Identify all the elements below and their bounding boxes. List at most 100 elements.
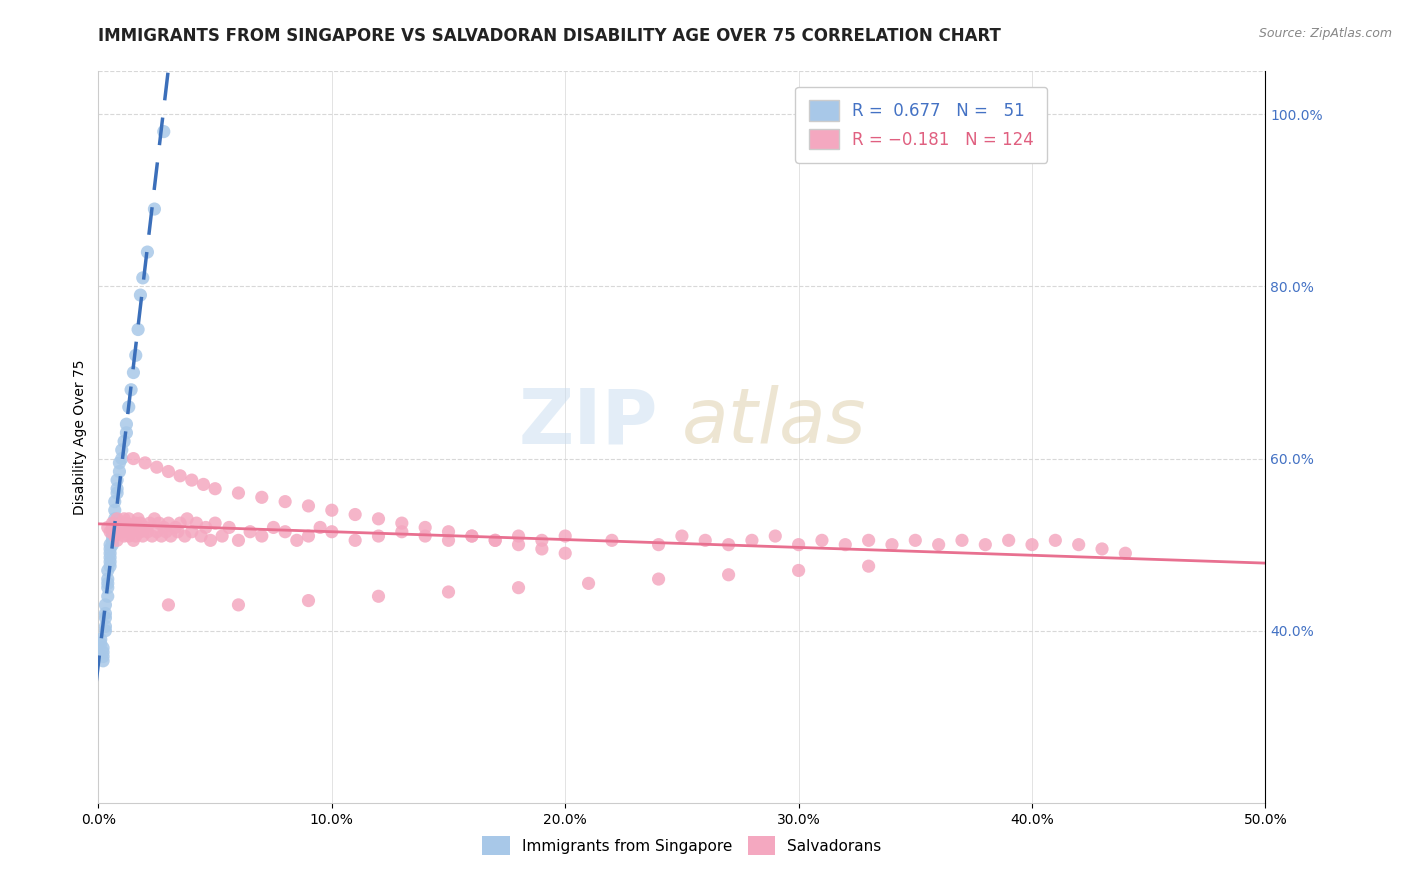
Point <box>228 598 250 612</box>
Point <box>155 524 177 539</box>
Point <box>101 516 124 530</box>
Point <box>974 538 997 552</box>
Point <box>787 538 810 552</box>
Point <box>180 524 202 539</box>
Point <box>484 533 506 548</box>
Point <box>105 482 128 496</box>
Point <box>344 508 367 522</box>
Point <box>554 529 576 543</box>
Point <box>104 494 127 508</box>
Point <box>104 516 127 530</box>
Point <box>94 607 117 621</box>
Point <box>274 494 297 508</box>
Legend: Immigrants from Singapore, Salvadorans: Immigrants from Singapore, Salvadorans <box>477 830 887 861</box>
Point <box>91 649 114 664</box>
Point <box>437 585 460 599</box>
Point <box>152 125 174 139</box>
Point <box>97 581 120 595</box>
Point <box>98 541 121 556</box>
Point <box>834 538 856 552</box>
Point <box>101 524 124 539</box>
Point <box>104 529 127 543</box>
Point <box>150 529 173 543</box>
Point <box>148 516 170 530</box>
Point <box>98 550 121 565</box>
Point <box>508 529 530 543</box>
Point <box>741 533 763 548</box>
Point <box>166 524 188 539</box>
Point <box>90 632 112 647</box>
Point <box>118 400 141 414</box>
Point <box>190 529 212 543</box>
Point <box>285 533 308 548</box>
Point <box>122 451 145 466</box>
Point <box>157 516 180 530</box>
Point <box>928 538 950 552</box>
Point <box>118 512 141 526</box>
Point <box>111 442 134 457</box>
Point <box>600 533 623 548</box>
Point <box>169 468 191 483</box>
Point <box>176 512 198 526</box>
Point <box>159 529 181 543</box>
Point <box>125 516 148 530</box>
Point <box>367 589 389 603</box>
Point <box>811 533 834 548</box>
Point <box>297 499 319 513</box>
Point <box>391 524 413 539</box>
Point <box>169 516 191 530</box>
Point <box>228 533 250 548</box>
Point <box>97 576 120 591</box>
Point <box>101 533 124 548</box>
Point <box>125 348 148 362</box>
Point <box>437 533 460 548</box>
Point <box>132 529 155 543</box>
Point <box>115 425 138 440</box>
Point <box>530 533 553 548</box>
Point <box>554 546 576 560</box>
Point <box>1114 546 1136 560</box>
Point <box>104 512 127 526</box>
Point <box>94 611 117 625</box>
Point <box>413 520 436 534</box>
Point <box>904 533 927 548</box>
Point <box>173 529 195 543</box>
Point <box>143 512 166 526</box>
Point <box>717 538 740 552</box>
Point <box>94 598 117 612</box>
Point <box>115 516 138 530</box>
Point <box>461 529 484 543</box>
Point <box>578 576 600 591</box>
Point <box>112 512 135 526</box>
Point <box>1045 533 1067 548</box>
Point <box>101 529 124 543</box>
Point <box>132 271 155 285</box>
Point <box>120 383 142 397</box>
Point <box>120 524 142 539</box>
Point <box>344 533 367 548</box>
Point <box>129 516 152 530</box>
Point <box>98 555 121 569</box>
Point <box>193 477 215 491</box>
Point <box>104 503 127 517</box>
Point <box>204 482 226 496</box>
Point <box>165 520 187 534</box>
Point <box>763 529 786 543</box>
Point <box>391 516 413 530</box>
Point <box>1067 538 1090 552</box>
Point <box>91 645 114 659</box>
Point <box>194 520 217 534</box>
Y-axis label: Disability Age Over 75: Disability Age Over 75 <box>73 359 87 515</box>
Point <box>262 520 284 534</box>
Point <box>218 520 240 534</box>
Point <box>274 524 297 539</box>
Point <box>98 559 121 574</box>
Point <box>98 538 121 552</box>
Point <box>321 524 343 539</box>
Point <box>136 524 159 539</box>
Point <box>91 654 114 668</box>
Point <box>127 512 149 526</box>
Point <box>105 533 128 548</box>
Point <box>858 533 880 548</box>
Point <box>136 245 159 260</box>
